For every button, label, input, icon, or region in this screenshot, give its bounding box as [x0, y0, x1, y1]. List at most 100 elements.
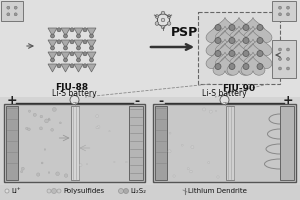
Polygon shape: [220, 50, 244, 69]
Bar: [226, 106, 233, 180]
Circle shape: [202, 108, 206, 111]
Polygon shape: [215, 26, 235, 41]
Circle shape: [243, 38, 249, 44]
Circle shape: [80, 164, 82, 166]
Circle shape: [28, 110, 31, 112]
Circle shape: [124, 188, 128, 194]
Text: Li-S battery: Li-S battery: [52, 88, 97, 98]
Text: Li⁺: Li⁺: [11, 188, 21, 194]
Bar: [272, 40, 296, 78]
Circle shape: [278, 6, 281, 9]
Polygon shape: [243, 52, 262, 67]
Circle shape: [278, 58, 281, 60]
Circle shape: [257, 38, 263, 44]
Text: -: -: [158, 95, 164, 108]
Bar: [280, 106, 294, 180]
Circle shape: [97, 126, 100, 128]
Circle shape: [286, 48, 290, 51]
Circle shape: [229, 64, 235, 70]
Polygon shape: [213, 56, 237, 75]
Polygon shape: [61, 28, 70, 36]
Polygon shape: [227, 17, 251, 36]
Circle shape: [70, 96, 79, 104]
Text: +: +: [7, 95, 17, 108]
Circle shape: [48, 118, 50, 120]
Circle shape: [215, 38, 221, 44]
Polygon shape: [74, 64, 83, 72]
Text: PSP: PSP: [171, 26, 199, 40]
Bar: [0, 0, 300, 97]
Circle shape: [37, 173, 40, 176]
Circle shape: [47, 189, 51, 193]
Polygon shape: [230, 26, 249, 41]
Text: Li₂S₂: Li₂S₂: [130, 188, 146, 194]
Circle shape: [64, 58, 68, 62]
Circle shape: [45, 119, 49, 123]
Circle shape: [118, 188, 124, 194]
Polygon shape: [87, 28, 96, 36]
Circle shape: [215, 110, 217, 112]
Circle shape: [209, 110, 212, 113]
Circle shape: [173, 175, 175, 177]
Circle shape: [83, 40, 87, 44]
Circle shape: [243, 50, 249, 56]
Polygon shape: [206, 37, 230, 56]
Text: +: +: [283, 95, 293, 108]
Circle shape: [215, 64, 221, 70]
Circle shape: [48, 172, 50, 173]
Circle shape: [64, 174, 68, 177]
Circle shape: [278, 13, 281, 16]
Circle shape: [257, 64, 263, 70]
Bar: [6, 106, 18, 180]
Circle shape: [59, 122, 61, 124]
Circle shape: [89, 34, 94, 38]
Circle shape: [257, 50, 263, 56]
Circle shape: [49, 119, 50, 121]
Circle shape: [50, 34, 55, 38]
Text: -: -: [134, 95, 140, 108]
Circle shape: [181, 144, 183, 146]
Polygon shape: [206, 50, 230, 69]
Polygon shape: [220, 37, 244, 56]
Circle shape: [169, 132, 171, 134]
Circle shape: [33, 113, 36, 116]
Circle shape: [5, 189, 9, 193]
Polygon shape: [227, 30, 251, 49]
Circle shape: [229, 24, 235, 30]
Circle shape: [76, 46, 80, 50]
Circle shape: [28, 128, 30, 131]
Circle shape: [64, 34, 68, 38]
Circle shape: [56, 172, 59, 176]
Circle shape: [21, 167, 24, 170]
Circle shape: [229, 38, 235, 44]
Circle shape: [14, 13, 17, 16]
Circle shape: [57, 52, 61, 56]
Circle shape: [155, 15, 159, 18]
Circle shape: [86, 163, 88, 165]
Circle shape: [155, 22, 159, 25]
Circle shape: [89, 58, 94, 62]
Circle shape: [286, 6, 290, 9]
Circle shape: [126, 161, 127, 163]
Circle shape: [190, 170, 192, 173]
Circle shape: [83, 52, 87, 56]
Circle shape: [243, 64, 249, 70]
Circle shape: [76, 34, 80, 38]
Circle shape: [21, 171, 23, 173]
Circle shape: [96, 127, 98, 129]
Polygon shape: [74, 28, 83, 36]
Circle shape: [168, 150, 171, 153]
Polygon shape: [248, 24, 272, 43]
Circle shape: [57, 64, 61, 68]
Circle shape: [83, 28, 87, 32]
Circle shape: [83, 64, 87, 68]
Polygon shape: [206, 24, 230, 43]
Circle shape: [52, 107, 56, 111]
Circle shape: [44, 149, 46, 150]
Circle shape: [26, 127, 28, 130]
Polygon shape: [48, 40, 57, 48]
Polygon shape: [87, 40, 96, 48]
Polygon shape: [230, 52, 249, 67]
Bar: [0, 97, 300, 200]
Circle shape: [52, 188, 56, 194]
